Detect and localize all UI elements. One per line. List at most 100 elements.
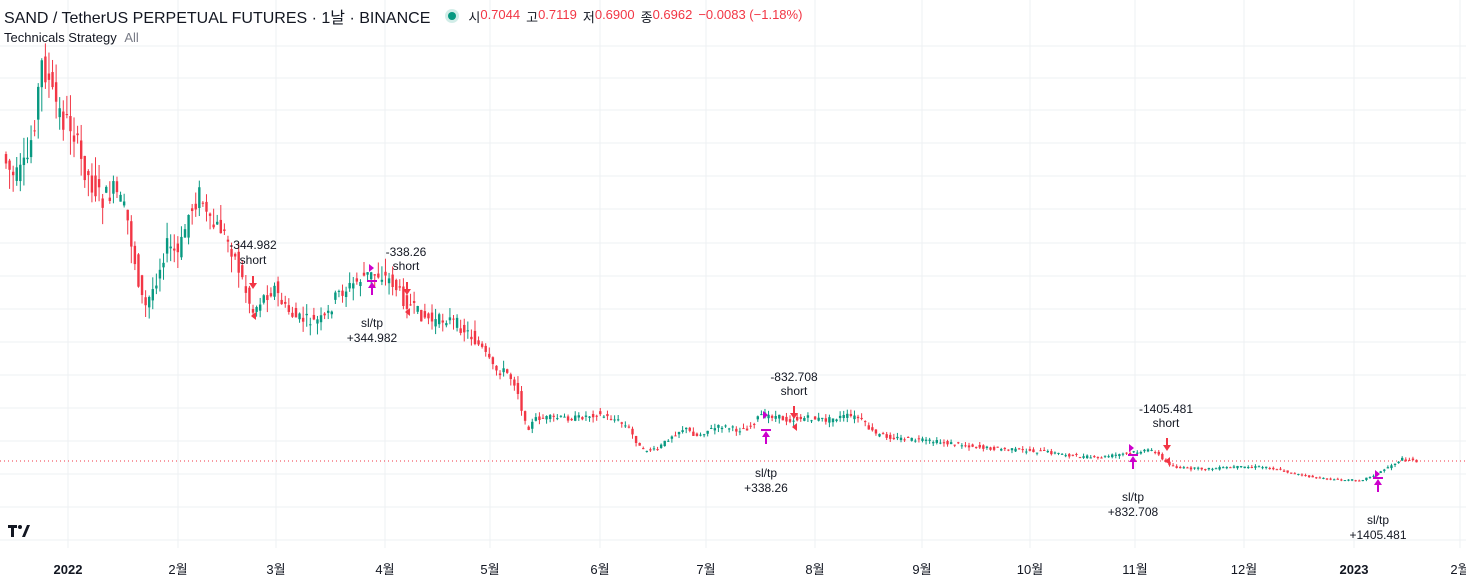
candle-body <box>681 430 684 433</box>
candle-body <box>391 274 394 288</box>
candle-body <box>484 345 487 352</box>
candle-body <box>1068 454 1071 457</box>
candle-body <box>130 221 133 247</box>
candle-body <box>466 330 470 332</box>
candle-body <box>416 306 419 312</box>
candle-body <box>337 290 341 292</box>
candle-body <box>495 365 498 371</box>
candle-body <box>1411 458 1415 460</box>
candle-body <box>1368 476 1372 478</box>
candle-body <box>899 437 903 441</box>
candle-body <box>523 411 527 421</box>
candle-body <box>559 415 563 417</box>
candle-body <box>949 442 953 445</box>
candle-body <box>280 299 283 305</box>
candle-body <box>355 278 359 282</box>
candle-body <box>1003 448 1007 450</box>
candle-body <box>634 435 638 443</box>
exit-arrow-icon <box>368 282 376 288</box>
indicator-name[interactable]: Technicals Strategy <box>4 30 117 45</box>
entry-side-label: short <box>393 259 420 273</box>
candle-body <box>964 445 967 447</box>
candle-body <box>846 413 849 418</box>
candle-body <box>412 301 416 303</box>
candle-body <box>917 438 921 440</box>
candle-body <box>652 448 656 450</box>
candle-body <box>1139 451 1143 454</box>
change-value: −0.0083 (−1.18%) <box>698 6 803 22</box>
candle-body <box>1318 477 1322 479</box>
candle-body <box>1186 467 1189 469</box>
candle-body <box>420 309 423 322</box>
candle-body <box>15 167 18 181</box>
candle-body <box>1358 480 1361 482</box>
candle-body <box>903 439 906 441</box>
candle-body <box>173 248 176 251</box>
candle-body <box>79 140 83 159</box>
x-axis-tick: 4월 <box>375 562 394 577</box>
candle-body <box>552 415 555 417</box>
candle-body <box>606 414 609 417</box>
tradingview-logo-icon[interactable] <box>6 521 30 541</box>
candle-body <box>541 417 545 419</box>
candle-body <box>470 336 473 340</box>
candle-body <box>1239 466 1243 468</box>
candle-body <box>1379 471 1382 473</box>
candle-body <box>774 415 777 419</box>
indicator-legend[interactable]: Technicals Strategy All <box>4 30 139 45</box>
candle-body <box>330 311 333 315</box>
candle-body <box>40 60 43 88</box>
candle-body <box>1401 457 1404 461</box>
exit-label: sl/tp <box>361 316 383 330</box>
candle-body <box>126 209 129 221</box>
candle-body <box>824 418 828 422</box>
candle-body <box>788 419 792 422</box>
close-value: 0.6962 <box>652 6 693 22</box>
candle-body <box>1272 467 1275 470</box>
x-axis-tick: 7월 <box>696 562 715 577</box>
candle-body <box>26 157 29 160</box>
candle-body <box>144 297 147 306</box>
candle-body <box>122 201 126 206</box>
candle-body <box>201 202 205 204</box>
candle-body <box>1150 449 1153 451</box>
candle-body <box>72 135 76 142</box>
candle-body <box>1386 467 1390 469</box>
candle-body <box>115 181 119 193</box>
candle-body <box>609 418 613 420</box>
candle-body <box>54 82 58 102</box>
candle-body <box>223 229 226 231</box>
symbol-title[interactable]: SAND / TetherUS PERPETUAL FUTURES · 1날 ·… <box>4 10 431 27</box>
candle-body <box>1143 449 1146 452</box>
candle-body <box>387 278 391 284</box>
candle-body <box>649 449 652 451</box>
entry-fill-marker-icon <box>405 308 410 316</box>
candle-body <box>230 248 233 257</box>
candle-body <box>756 416 759 420</box>
candle-body <box>273 285 276 297</box>
candle-body <box>473 330 477 345</box>
candle-body <box>398 286 401 288</box>
candle-body <box>1211 468 1214 470</box>
candle-body <box>334 292 337 300</box>
candle-body <box>19 164 22 182</box>
candle-body <box>1340 479 1343 481</box>
candle-body <box>685 427 688 430</box>
x-axis-tick: 12월 <box>1231 562 1257 577</box>
candle-body <box>373 274 376 276</box>
candle-body <box>591 414 595 418</box>
candle-body <box>749 425 752 427</box>
candle-body <box>83 155 86 181</box>
candle-body <box>344 291 348 298</box>
indicator-filter[interactable]: All <box>124 30 139 45</box>
candle-body <box>1050 451 1053 455</box>
candle-body <box>341 290 344 296</box>
candle-body <box>1268 467 1271 469</box>
candle-body <box>1175 466 1178 468</box>
candle-body <box>1136 452 1139 454</box>
exit-label: sl/tp <box>1122 490 1144 504</box>
candle-body <box>996 446 999 448</box>
candle-body <box>509 374 512 380</box>
candle-body <box>849 413 853 417</box>
